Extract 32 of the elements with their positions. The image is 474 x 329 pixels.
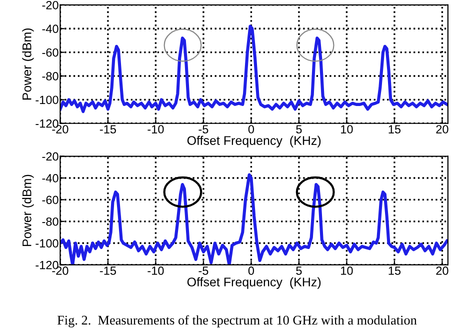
x-tick-label: 20	[436, 266, 448, 275]
y-tick-label: -60	[42, 48, 58, 57]
x-tick-label: 20	[436, 125, 448, 134]
y-tick-label: -60	[42, 196, 58, 204]
x-axis-title: Offset Frequency (KHz)	[187, 277, 321, 289]
x-tick-label: -15	[100, 125, 116, 134]
x-tick-label: 0	[248, 266, 254, 275]
x-tick-label: 15	[388, 125, 401, 134]
line-series	[60, 24, 448, 114]
x-tick-label: 5	[296, 266, 302, 275]
x-tick-label: -10	[148, 125, 164, 134]
x-tick-label: -5	[198, 125, 208, 134]
x-tick-label: 10	[341, 266, 353, 275]
y-axis-title: Power (dBm)	[22, 28, 34, 100]
y-tick-label: -40	[42, 24, 58, 34]
x-tick-label: -5	[198, 266, 208, 275]
x-tick-label: 15	[388, 266, 401, 275]
x-tick-label: -10	[148, 266, 164, 275]
y-tick-label: -20	[42, 152, 58, 161]
y-tick-label: -40	[42, 174, 58, 182]
caption: Fig. 2. Measurements of the spectrum at 10 GHz with a modulation	[57, 315, 417, 328]
x-tick-label: 10	[341, 125, 353, 134]
y-tick-label: -80	[42, 72, 58, 80]
x-tick-label: 5	[296, 125, 302, 134]
y-tick-label: -20	[42, 0, 58, 10]
y-axis-title: Power (dBm)	[22, 174, 34, 246]
x-tick-label: 0	[248, 125, 254, 134]
x-tick-label: -15	[100, 266, 116, 275]
x-axis-title: Offset Frequency (KHz)	[187, 136, 321, 148]
y-tick-label: -100	[36, 239, 58, 248]
y-tick-label: -100	[36, 96, 58, 104]
y-tick-label: -80	[42, 217, 58, 226]
